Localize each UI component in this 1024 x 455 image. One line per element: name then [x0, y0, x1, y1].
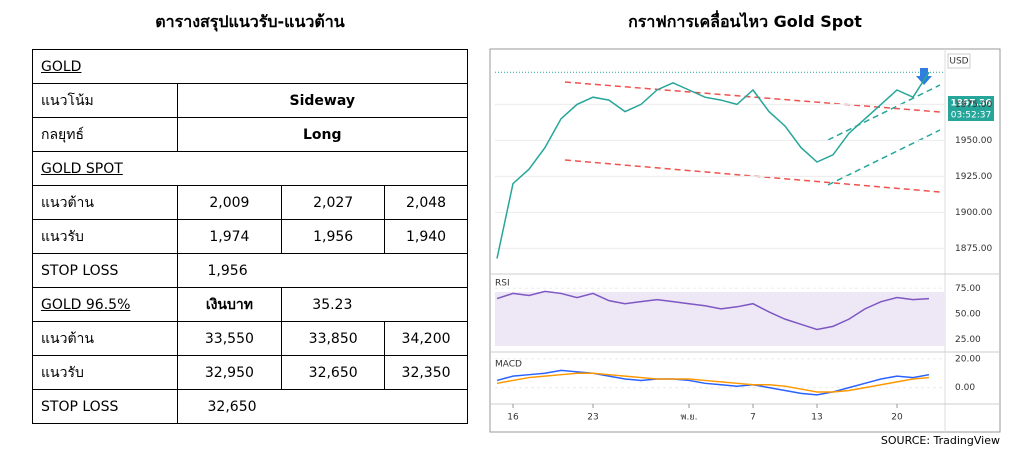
table-row: แนวต้าน 33,550 33,850 34,200 — [32, 321, 468, 356]
y-tick-label: 1925.00 — [955, 172, 992, 182]
table-title: ตารางสรุปแนวรับ-แนวต้าน — [155, 12, 345, 31]
table-cell: 1,956 — [176, 253, 469, 288]
table-row: GOLD SPOT — [32, 151, 468, 186]
y-tick-label: 1875.00 — [955, 244, 992, 254]
table-cell: เงินบาท — [176, 287, 283, 322]
table-cell: แนวต้าน — [32, 321, 178, 356]
table-cell: GOLD SPOT — [32, 151, 468, 186]
x-tick-label: 20 — [891, 413, 903, 423]
last-price: 1997.36 — [951, 99, 992, 109]
source: SOURCE: TradingView — [880, 434, 1000, 447]
table-cell: แนวต้าน — [32, 185, 178, 220]
countdown: 03:52:37 — [951, 111, 991, 121]
table-cell: 1,940 — [384, 219, 468, 254]
table-cell: 34,200 — [384, 321, 468, 356]
macd-label: MACD — [495, 360, 522, 370]
line-series — [496, 290, 930, 331]
y-tick-label: 0.00 — [955, 383, 975, 393]
y-tick-label: 75.00 — [955, 284, 981, 294]
y-tick-label: 1900.00 — [955, 208, 992, 218]
table-row: กลยุทธ์ Long — [32, 117, 469, 152]
table-row: แนวต้าน 2,009 2,027 2,048 — [32, 185, 468, 220]
y-tick-label: 25.00 — [955, 335, 981, 345]
trend-line — [827, 129, 941, 186]
table-row: STOP LOSS 32,650 — [32, 389, 469, 424]
chart-frame — [489, 48, 1001, 433]
table-cell: STOP LOSS — [32, 389, 178, 424]
table-cell: 33,850 — [281, 321, 386, 356]
y-tick-label: 1975.00 — [955, 100, 992, 110]
line-series — [496, 369, 930, 396]
rsi-label: RSI — [495, 279, 510, 289]
currency: USD — [949, 57, 968, 67]
table-cell: GOLD 96.5% — [32, 287, 178, 322]
table-cell: 33,550 — [176, 321, 283, 356]
trend-line — [564, 159, 941, 193]
table-cell: 32,650 — [176, 389, 469, 424]
table-cell: Long — [176, 117, 469, 152]
chart-title: กราฟการเคลื่อนไหว Gold Spot — [628, 12, 862, 31]
table-row: GOLD 96.5% เงินบาท 35.23 — [32, 287, 468, 322]
y-tick-label: 50.00 — [955, 310, 981, 320]
table-row: STOP LOSS 1,956 — [32, 253, 469, 288]
x-tick-label: 23 — [587, 413, 598, 423]
table-cell: กลยุทธ์ — [32, 117, 178, 152]
price-box — [948, 96, 994, 121]
table-cell: 32,350 — [384, 355, 468, 390]
x-tick-label: 13 — [811, 413, 822, 423]
table-cell: 2,009 — [176, 185, 283, 220]
table-cell: 1,956 — [281, 219, 386, 254]
line-series — [496, 71, 930, 259]
x-tick-label: 7 — [750, 413, 756, 423]
rsi-band — [495, 292, 945, 346]
x-tick-label: พ.ย. — [681, 413, 698, 423]
table-cell: 32,650 — [281, 355, 386, 390]
y-tick-label: 20.00 — [955, 354, 981, 364]
trend-line — [827, 84, 941, 141]
y-tick-label: 1950.00 — [955, 136, 992, 146]
x-tick-label: 16 — [507, 413, 519, 423]
line-series — [496, 372, 930, 393]
summary-table: GOLD แนวโน้ม Sideway กลยุทธ์ Long GOLD SPOT แน… — [32, 49, 469, 424]
table-cell: 2,048 — [384, 185, 468, 220]
currency-box — [947, 53, 971, 69]
